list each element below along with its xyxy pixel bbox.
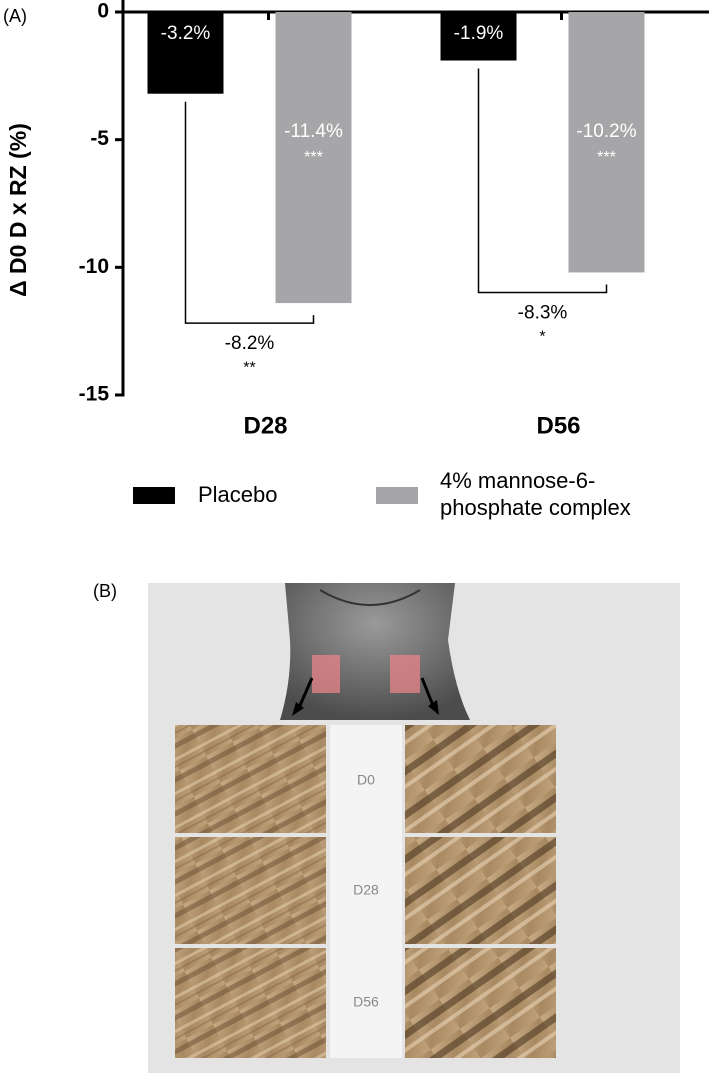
skin-tile	[405, 725, 556, 833]
y-tick-label: 0	[97, 0, 109, 23]
timepoint-label: D56	[353, 994, 379, 1010]
comparison-significance: *	[539, 329, 545, 346]
y-tick-label: -5	[90, 127, 109, 150]
significance: ***	[304, 149, 323, 166]
panel-b: (B) D0 D28 D56	[93, 581, 680, 1073]
timepoint-label: D28	[353, 882, 379, 898]
value-label: -10.2%	[576, 121, 636, 142]
comparison-bracket	[184, 101, 315, 324]
panel-label: (A)	[3, 6, 27, 26]
bar	[147, 12, 224, 94]
skin-tile	[175, 725, 326, 833]
y-tick-label: -10	[79, 255, 109, 278]
neck-image	[280, 583, 470, 720]
comparison-bracket	[477, 68, 608, 294]
bar	[275, 12, 352, 304]
skin-tile	[175, 837, 326, 944]
comparison-label: -8.3%	[518, 302, 568, 323]
zone-right	[390, 655, 420, 693]
value-label: -1.9%	[454, 23, 504, 44]
arrow-head	[292, 702, 304, 716]
skin-tile	[175, 948, 326, 1058]
y-tick-label: -15	[79, 383, 110, 406]
label-column	[330, 725, 402, 1058]
value-label: -3.2%	[161, 23, 211, 44]
comparison-label: -8.2%	[225, 333, 275, 354]
x-tick-label: D56	[536, 412, 580, 439]
legend-label: 4% mannose-6-phosphate complex	[440, 468, 631, 520]
legend-label: Placebo	[198, 482, 278, 507]
skin-tile	[405, 837, 556, 944]
panel-label: (B)	[93, 581, 117, 601]
bar	[568, 12, 645, 273]
x-tick-label: D28	[243, 412, 287, 439]
value-label: -11.4%	[284, 121, 343, 142]
legend-swatch	[376, 487, 418, 504]
comparison-significance: **	[243, 359, 255, 376]
significance: ***	[597, 149, 616, 166]
arrow	[420, 677, 436, 709]
arrow	[296, 677, 314, 711]
y-axis-label: Δ D0 D x RZ (%)	[5, 123, 31, 297]
arrow-head	[428, 700, 439, 715]
legend-swatch	[133, 487, 175, 504]
bar	[440, 12, 517, 61]
chin-line	[319, 589, 421, 606]
chart: (A) Δ D0 D x RZ (%) 0 -5 -10 -15 D28 -3.2% -11…	[3, 0, 709, 507]
skin-tile	[405, 948, 556, 1058]
timepoint-label: D0	[357, 772, 375, 788]
zone-left	[312, 655, 340, 693]
